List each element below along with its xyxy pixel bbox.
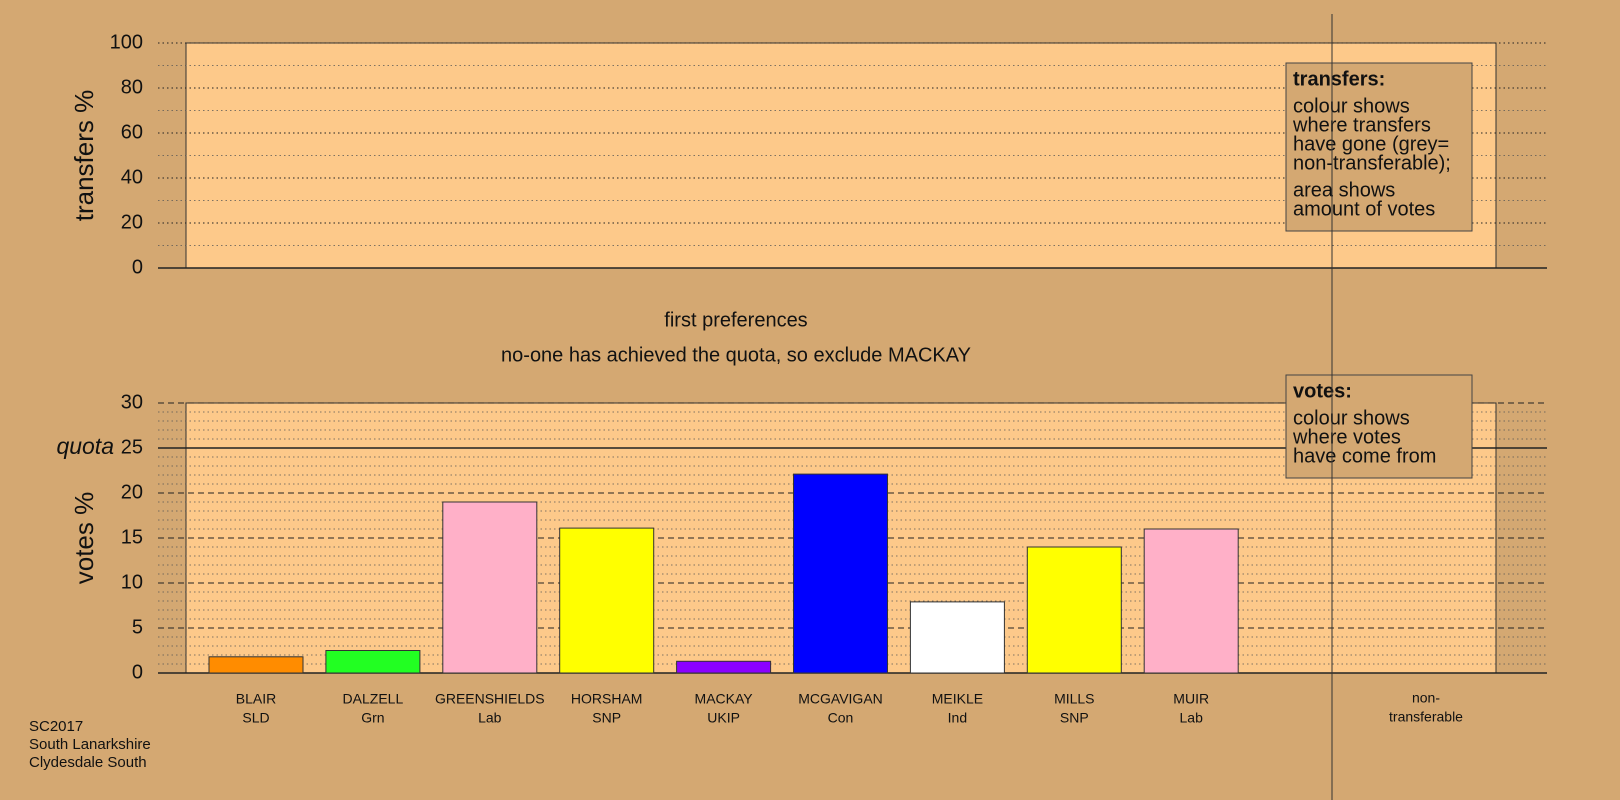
legend-text: have come from <box>1293 445 1436 467</box>
legend-box <box>1285 374 1473 479</box>
y-tick-label: 100 <box>110 31 143 53</box>
y-tick-label: 25 <box>121 436 143 458</box>
y-tick-label: 15 <box>121 526 143 548</box>
legend-box <box>1285 62 1473 232</box>
footer-line: South Lanarkshire <box>29 736 151 753</box>
y-tick-label: 0 <box>132 661 143 683</box>
y-tick-label: 60 <box>121 121 143 143</box>
x-tick-sublabel: Ind <box>948 710 967 726</box>
x-tick-sublabel: SNP <box>592 710 621 726</box>
bar <box>559 527 655 674</box>
x-tick-label: BLAIR <box>236 691 276 707</box>
x-tick-sublabel: SNP <box>1060 710 1089 726</box>
x-tick-label: MILLS <box>1054 691 1094 707</box>
footer-line: Clydesdale South <box>29 754 147 771</box>
bar <box>208 656 304 674</box>
x-tick-sublabel: Con <box>828 710 854 726</box>
x-tick-label: MCGAVIGAN <box>798 691 883 707</box>
legend-title: votes: <box>1293 380 1352 402</box>
y-tick-label: 20 <box>121 211 143 233</box>
legend-text: where transfers <box>1292 114 1431 136</box>
bar <box>793 473 888 674</box>
legend-text: non-transferable); <box>1293 152 1451 174</box>
x-tick-label: GREENSHIELDS <box>435 691 545 707</box>
plot-area <box>185 42 1497 269</box>
x-tick-sublabel: Grn <box>361 710 384 726</box>
chart-subtitle: no-one has achieved the quota, so exclud… <box>501 344 971 366</box>
bar <box>325 650 421 674</box>
bar <box>1143 528 1239 674</box>
legend-text: area shows <box>1293 179 1395 201</box>
y-tick-label: 5 <box>132 616 143 638</box>
legend-title: transfers: <box>1293 68 1385 90</box>
y-tick-label: 30 <box>121 391 143 413</box>
y-tick-label: 40 <box>121 166 143 188</box>
legend-text: colour shows <box>1293 407 1410 429</box>
chart-title: first preferences <box>664 309 807 331</box>
y-tick-label: 80 <box>121 76 143 98</box>
x-tick-label: non- <box>1412 690 1440 706</box>
bar <box>676 660 772 674</box>
quota-label: quota <box>56 433 114 459</box>
bar <box>909 601 1005 674</box>
y-tick-label: 0 <box>132 256 143 278</box>
y-axis-title: transfers % <box>69 90 99 222</box>
x-tick-label: transferable <box>1389 709 1463 725</box>
x-tick-label: MACKAY <box>695 691 754 707</box>
footer-line: SC2017 <box>29 718 83 735</box>
x-tick-sublabel: Lab <box>1180 710 1204 726</box>
y-tick-label: 20 <box>121 481 143 503</box>
x-tick-sublabel: Lab <box>478 710 502 726</box>
x-tick-label: MEIKLE <box>932 691 983 707</box>
legend-text: amount of votes <box>1293 198 1435 220</box>
x-tick-sublabel: UKIP <box>707 710 740 726</box>
x-tick-sublabel: SLD <box>242 710 269 726</box>
y-axis-title: votes % <box>69 492 99 585</box>
y-tick-label: 10 <box>121 571 143 593</box>
x-tick-label: DALZELL <box>343 691 404 707</box>
bar <box>1026 546 1122 674</box>
bar <box>442 501 538 674</box>
x-tick-label: MUIR <box>1173 691 1209 707</box>
legend-text: colour shows <box>1293 95 1410 117</box>
x-tick-label: HORSHAM <box>571 691 643 707</box>
legend-text: where votes <box>1292 426 1401 448</box>
